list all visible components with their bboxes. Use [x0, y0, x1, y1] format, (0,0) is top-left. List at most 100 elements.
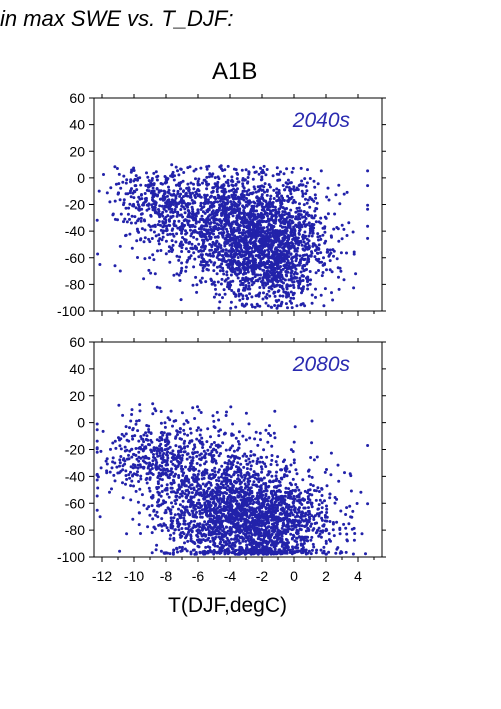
data-point-2080s-1376: [240, 480, 243, 484]
data-point-2080s-1409: [245, 543, 249, 547]
data-point-2040s-1491: [260, 208, 264, 212]
data-point-2080s-226: [348, 504, 352, 508]
data-point-2040s-2608: [288, 214, 292, 218]
data-point-2040s-2602: [249, 214, 253, 218]
data-point-2040s-191: [166, 233, 170, 237]
data-point-2040s-2537: [242, 205, 245, 209]
data-point-2040s-470: [300, 243, 304, 247]
data-point-2040s-443: [130, 246, 134, 250]
data-point-2040s-2353: [332, 254, 335, 258]
data-point-2040s-1965: [319, 251, 323, 255]
data-point-2040s-2679: [221, 234, 225, 238]
data-point-2040s-2175: [270, 201, 274, 205]
data-point-2040s-2098: [286, 234, 290, 237]
data-point-2040s-966: [300, 179, 304, 183]
data-point-2040s-1227: [164, 252, 168, 256]
data-point-2080s-987: [294, 515, 297, 519]
data-point-2040s-2395: [266, 304, 270, 308]
data-point-2080s-510: [319, 548, 323, 552]
data-point-2040s-2798: [136, 178, 139, 182]
data-point-2040s-2660: [310, 301, 314, 305]
data-point-2040s-1458: [251, 177, 255, 181]
data-point-2040s-2786: [162, 189, 166, 193]
data-point-2080s-901: [300, 551, 304, 555]
data-point-2040s-1022: [214, 292, 218, 296]
data-point-2040s-1097: [198, 279, 202, 283]
data-point-2080s-1461: [302, 519, 306, 523]
data-point-2040s-1542: [345, 234, 349, 237]
data-point-2040s-2924: [141, 203, 145, 207]
data-point-2040s-1375: [302, 203, 306, 207]
data-point-2080s-1537: [170, 519, 174, 523]
data-point-2080s-739: [315, 548, 319, 552]
data-point-2040s-2271: [290, 266, 294, 270]
data-point-2040s-1545: [296, 209, 300, 213]
data-point-2040s-2780: [139, 237, 143, 241]
data-point-2080s-1557: [254, 542, 258, 545]
data-point-2040s-2620: [256, 279, 260, 283]
data-point-2040s-1253: [129, 221, 133, 225]
data-point-2040s-1300: [200, 276, 204, 280]
data-point-2040s-2554: [303, 244, 307, 248]
data-point-2040s-2555: [289, 274, 293, 278]
data-point-2040s-1533: [227, 189, 231, 193]
data-point-2040s-2998: [187, 202, 191, 206]
data-point-2040s-2421: [267, 256, 271, 260]
data-point-2040s-1046: [255, 215, 259, 219]
data-point-2040s-2995: [137, 217, 141, 221]
data-point-2040s-2817: [129, 195, 133, 199]
data-point-2040s-2999: [149, 191, 153, 195]
data-point-2040s-1307: [181, 243, 185, 247]
data-point-2040s-2171: [262, 286, 266, 290]
data-point-2080s-1732: [229, 513, 233, 517]
data-point-2040s-1151: [224, 210, 228, 214]
data-point-2040s-714: [96, 252, 100, 256]
data-point-2040s-758: [274, 208, 277, 212]
data-point-2080s-1620: [280, 537, 284, 541]
data-point-2080s-156: [208, 540, 212, 543]
data-point-2080s-1513: [222, 540, 226, 544]
data-point-2040s-2673: [178, 279, 182, 282]
data-point-2080s-1413: [189, 487, 193, 491]
data-point-2040s-2631: [259, 248, 263, 252]
data-point-2080s-988: [266, 552, 270, 556]
data-point-2080s-1424: [263, 534, 267, 538]
data-point-2040s-779: [223, 188, 227, 191]
data-point-2040s-1301: [179, 269, 183, 273]
data-point-2040s-379: [285, 167, 289, 171]
data-point-2040s-2025: [258, 291, 262, 295]
data-point-2040s-694: [159, 249, 163, 252]
data-point-2040s-2487: [287, 245, 290, 249]
data-point-2080s-888: [282, 475, 286, 479]
data-point-2040s-2812: [162, 198, 166, 202]
data-point-2040s-2907: [161, 220, 165, 224]
data-point-2040s-2638: [246, 266, 250, 270]
data-point-2040s-2166: [238, 235, 242, 239]
data-point-2040s-2894: [169, 202, 173, 206]
data-point-2040s-2560: [229, 280, 233, 284]
data-point-2080s-1791: [251, 550, 255, 553]
data-point-2040s-2402: [322, 256, 325, 260]
data-point-2040s-1036: [143, 236, 147, 240]
data-point-2040s-2092: [297, 231, 301, 235]
data-point-2040s-2876: [178, 187, 182, 191]
data-point-2040s-2961: [134, 206, 138, 210]
data-point-2080s-1111: [314, 498, 318, 502]
data-point-2040s-2536: [305, 223, 309, 227]
data-point-2080s-96: [180, 527, 184, 530]
data-point-2040s-159: [201, 269, 205, 273]
data-point-2040s-1704: [296, 188, 300, 192]
data-point-2040s-745: [221, 296, 224, 300]
data-point-2040s-1391: [171, 232, 175, 236]
data-point-2040s-2881: [164, 201, 168, 205]
data-point-2080s-886: [311, 484, 315, 488]
data-point-2080s-1354: [296, 531, 300, 535]
data-point-2040s-1343: [171, 227, 175, 231]
data-point-2040s-2370: [302, 240, 306, 244]
data-point-2040s-1076: [216, 193, 220, 197]
data-point-2040s-78: [213, 176, 217, 180]
data-point-2080s-1265: [263, 524, 267, 528]
data-point-2040s-957: [275, 199, 279, 203]
data-point-2080s-1731: [257, 506, 261, 510]
data-point-2040s-2439: [180, 250, 184, 253]
